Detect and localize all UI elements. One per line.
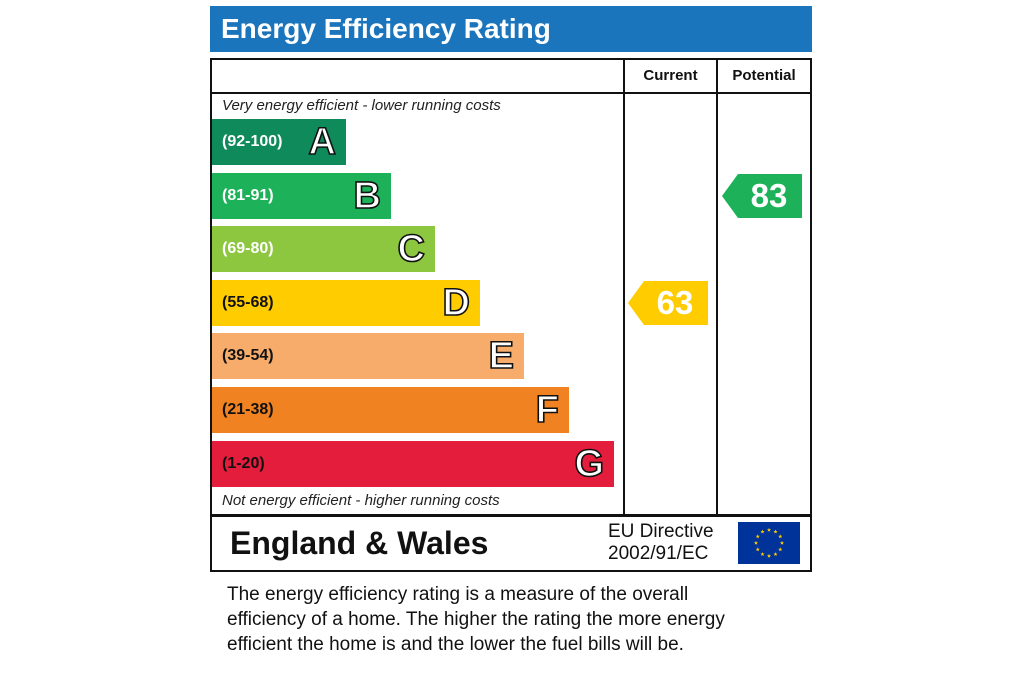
- band-range-label: (21-38): [222, 401, 274, 418]
- top-note: Very energy efficient - lower running co…: [222, 97, 501, 114]
- band-b: (81-91) B: [212, 173, 391, 219]
- band-letter: E: [488, 334, 515, 378]
- band-range-label: (1-20): [222, 455, 265, 472]
- potential-column-divider: [716, 60, 718, 516]
- eu-star-icon: [753, 540, 759, 545]
- band-letter: A: [308, 120, 337, 164]
- bottom-note: Not energy efficient - higher running co…: [222, 492, 500, 509]
- band-e: (39-54) E: [212, 333, 524, 379]
- eu-star-icon: [760, 529, 765, 534]
- eu-star-icon: [766, 553, 772, 558]
- band-c: (69-80) C: [212, 226, 435, 272]
- current-column-header: Current: [643, 67, 698, 84]
- band-f: (21-38) F: [212, 387, 569, 433]
- eu-star-icon: [779, 540, 785, 545]
- potential-rating-arrow: 83: [722, 174, 802, 218]
- current-rating-value: 63: [656, 284, 694, 321]
- eu-star-icon: [773, 529, 778, 534]
- band-range-label: (81-91): [222, 187, 274, 204]
- band-a: (92-100) A: [212, 119, 346, 165]
- description: The energy efficiency rating is a measur…: [227, 582, 827, 657]
- eu-star-icon: [778, 534, 783, 539]
- eu-star-icon: [778, 547, 783, 552]
- band-letter: B: [353, 174, 382, 218]
- description-line-2: efficiency of a home. The higher the rat…: [227, 609, 725, 630]
- eu-star-icon: [766, 527, 772, 532]
- eu-flag-icon: [738, 522, 800, 564]
- chart-bottom-divider: [210, 515, 812, 517]
- potential-rating-value: 83: [750, 177, 788, 214]
- band-letter: G: [574, 442, 605, 486]
- band-range-label: (92-100): [222, 133, 283, 150]
- band-d: (55-68) D: [212, 280, 480, 326]
- description-line-3: efficient the home is and the lower the …: [227, 634, 684, 655]
- description-line-1: The energy efficiency rating is a measur…: [227, 584, 689, 605]
- eu-star-icon: [755, 547, 760, 552]
- eu-star-icon: [760, 552, 765, 557]
- band-g: (1-20) G: [212, 441, 614, 487]
- current-rating-arrow: 63: [628, 281, 708, 325]
- band-range-label: (39-54): [222, 347, 274, 364]
- potential-column-header: Potential: [732, 67, 796, 84]
- chart-title: Energy Efficiency Rating: [210, 6, 812, 52]
- band-letter: D: [442, 281, 471, 325]
- current-column-divider: [623, 60, 625, 516]
- band-letter: C: [397, 227, 426, 271]
- directive-line-2: 2002/91/EC: [608, 543, 709, 564]
- region-label: England & Wales: [230, 525, 489, 561]
- directive-line-1: EU Directive: [608, 521, 714, 542]
- eu-star-icon: [755, 534, 760, 539]
- eu-directive: EU Directive 2002/91/EC: [608, 521, 714, 565]
- header-divider: [212, 92, 810, 94]
- footer: England & Wales EU Directive 2002/91/EC: [210, 516, 812, 572]
- eu-star-icon: [773, 552, 778, 557]
- band-range-label: (69-80): [222, 240, 274, 257]
- band-range-label: (55-68): [222, 294, 274, 311]
- band-letter: F: [535, 388, 560, 432]
